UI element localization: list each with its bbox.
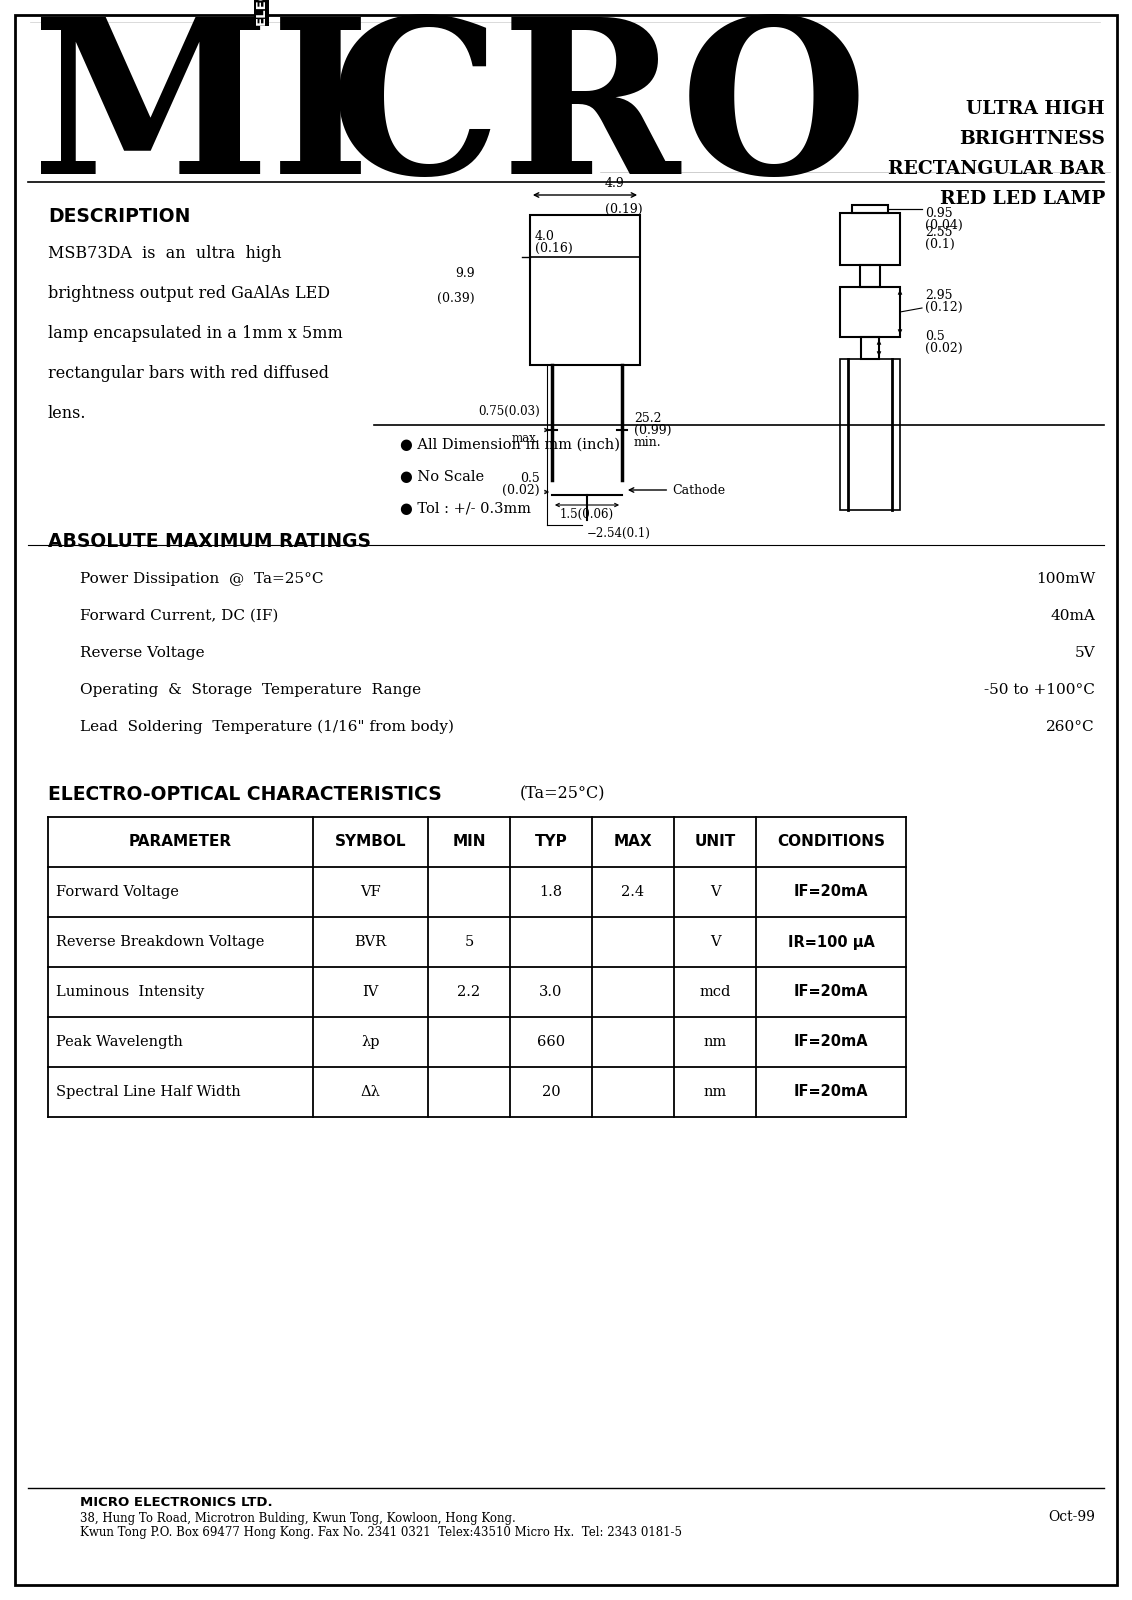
Text: UNIT: UNIT	[694, 835, 736, 850]
Text: Power Dissipation  @  Ta=25°C: Power Dissipation @ Ta=25°C	[80, 573, 324, 586]
Text: V: V	[710, 934, 720, 949]
Text: 100mW: 100mW	[1036, 573, 1095, 586]
Text: M: M	[32, 10, 271, 219]
Text: Luminous  Intensity: Luminous Intensity	[55, 986, 204, 998]
Text: 1.5(0.06): 1.5(0.06)	[560, 509, 614, 522]
Bar	[860, 266, 880, 286]
Text: 5: 5	[464, 934, 473, 949]
Bar	[840, 286, 900, 338]
Text: PARAMETER: PARAMETER	[129, 835, 232, 850]
Text: (0.02): (0.02)	[503, 483, 540, 498]
Text: IF=20mA: IF=20mA	[794, 1035, 868, 1050]
Text: −2.54(0.1): −2.54(0.1)	[588, 526, 651, 541]
Text: min.: min.	[634, 435, 661, 450]
Bar	[861, 338, 880, 358]
Text: IV: IV	[362, 986, 379, 998]
Text: -50 to +100°C: -50 to +100°C	[984, 683, 1095, 698]
Bar	[852, 205, 887, 213]
Text: (0.1): (0.1)	[925, 238, 954, 251]
Text: Peak Wavelength: Peak Wavelength	[55, 1035, 183, 1050]
Text: V: V	[710, 885, 720, 899]
Bar	[530, 214, 640, 365]
Text: MSB73DA  is  an  ultra  high: MSB73DA is an ultra high	[48, 245, 282, 262]
Text: ● Tol : +/- 0.3mm: ● Tol : +/- 0.3mm	[400, 502, 531, 515]
Text: I: I	[271, 10, 371, 219]
Text: IF=20mA: IF=20mA	[794, 1085, 868, 1099]
Text: (0.02): (0.02)	[925, 342, 962, 355]
Text: (0.19): (0.19)	[604, 203, 643, 216]
Text: Kwun Tong P.O. Box 69477 Hong Kong. Fax No. 2341 0321  Telex:43510 Micro Hx.  Te: Kwun Tong P.O. Box 69477 Hong Kong. Fax …	[80, 1526, 681, 1539]
Text: ● All Dimension in mm (inch): ● All Dimension in mm (inch)	[400, 438, 620, 451]
Text: (0.16): (0.16)	[535, 242, 573, 254]
Bar	[840, 358, 900, 510]
Text: 660: 660	[537, 1035, 565, 1050]
Text: ULTRA HIGH: ULTRA HIGH	[967, 99, 1105, 118]
Text: Oct-99: Oct-99	[1048, 1510, 1095, 1523]
Text: 0.95: 0.95	[925, 206, 953, 219]
Text: CONDITIONS: CONDITIONS	[777, 835, 885, 850]
Text: ELECTRO-OPTICAL CHARACTERISTICS: ELECTRO-OPTICAL CHARACTERISTICS	[48, 786, 441, 803]
Text: max.: max.	[512, 432, 540, 445]
Text: nm: nm	[703, 1035, 727, 1050]
Text: 2.4: 2.4	[621, 885, 644, 899]
Text: Forward Current, DC (IF): Forward Current, DC (IF)	[80, 610, 278, 622]
Text: 2.95: 2.95	[925, 290, 952, 302]
Text: IF=20mA: IF=20mA	[794, 885, 868, 899]
Text: 40mA: 40mA	[1050, 610, 1095, 622]
Text: Spectral Line Half Width: Spectral Line Half Width	[55, 1085, 241, 1099]
Text: 38, Hung To Road, Microtron Bulding, Kwun Tong, Kowloon, Hong Kong.: 38, Hung To Road, Microtron Bulding, Kwu…	[80, 1512, 516, 1525]
Text: RECTANGULAR BAR: RECTANGULAR BAR	[887, 160, 1105, 178]
Text: (0.99): (0.99)	[634, 424, 671, 437]
Text: 260°C: 260°C	[1046, 720, 1095, 734]
Text: 2.55: 2.55	[925, 226, 952, 238]
Text: (0.39): (0.39)	[437, 291, 475, 306]
Text: Operating  &  Storage  Temperature  Range: Operating & Storage Temperature Range	[80, 683, 421, 698]
Text: DESCRIPTION: DESCRIPTION	[48, 206, 190, 226]
Text: Forward Voltage: Forward Voltage	[55, 885, 179, 899]
Text: CRO: CRO	[331, 10, 868, 219]
Text: (Ta=25°C): (Ta=25°C)	[520, 786, 606, 802]
Text: ELECTRONICS: ELECTRONICS	[255, 0, 268, 26]
Text: 0.5: 0.5	[925, 330, 945, 342]
Text: 25.2: 25.2	[634, 411, 661, 426]
Text: 4.0: 4.0	[535, 230, 555, 243]
Text: RED LED LAMP: RED LED LAMP	[940, 190, 1105, 208]
Text: Reverse Voltage: Reverse Voltage	[80, 646, 205, 659]
Text: 5V: 5V	[1074, 646, 1095, 659]
Text: mcd: mcd	[700, 986, 730, 998]
Text: 20: 20	[542, 1085, 560, 1099]
Text: λp: λp	[361, 1035, 379, 1050]
Text: TYP: TYP	[534, 835, 567, 850]
Text: Cathode: Cathode	[629, 483, 726, 496]
Text: Δλ: Δλ	[361, 1085, 380, 1099]
Text: (0.12): (0.12)	[925, 301, 962, 314]
Bar	[840, 213, 900, 266]
Text: ● No Scale: ● No Scale	[400, 470, 484, 483]
Text: Reverse Breakdown Voltage: Reverse Breakdown Voltage	[55, 934, 265, 949]
Text: nm: nm	[703, 1085, 727, 1099]
Text: MAX: MAX	[614, 835, 652, 850]
Text: Lead  Soldering  Temperature (1/16" from body): Lead Soldering Temperature (1/16" from b…	[80, 720, 454, 734]
Text: VF: VF	[360, 885, 380, 899]
Text: 2.2: 2.2	[457, 986, 481, 998]
Text: 9.9: 9.9	[455, 267, 475, 280]
Text: 4.9: 4.9	[604, 178, 625, 190]
Text: IF=20mA: IF=20mA	[794, 984, 868, 1000]
Text: 1.8: 1.8	[540, 885, 563, 899]
Text: (0.04): (0.04)	[925, 219, 962, 232]
Text: 0.5: 0.5	[521, 472, 540, 485]
Text: MICRO ELECTRONICS LTD.: MICRO ELECTRONICS LTD.	[80, 1496, 273, 1509]
Text: 0.75(0.03): 0.75(0.03)	[478, 405, 540, 418]
Text: IR=100 μA: IR=100 μA	[788, 934, 874, 949]
Text: ABSOLUTE MAXIMUM RATINGS: ABSOLUTE MAXIMUM RATINGS	[48, 531, 371, 550]
Text: lens.: lens.	[48, 405, 86, 422]
Text: BVR: BVR	[354, 934, 386, 949]
Text: 3.0: 3.0	[539, 986, 563, 998]
Text: MIN: MIN	[453, 835, 486, 850]
Text: BRIGHTNESS: BRIGHTNESS	[959, 130, 1105, 149]
Text: rectangular bars with red diffused: rectangular bars with red diffused	[48, 365, 329, 382]
Text: SYMBOL: SYMBOL	[335, 835, 406, 850]
Text: lamp encapsulated in a 1mm x 5mm: lamp encapsulated in a 1mm x 5mm	[48, 325, 343, 342]
Text: brightness output red GaAlAs LED: brightness output red GaAlAs LED	[48, 285, 331, 302]
